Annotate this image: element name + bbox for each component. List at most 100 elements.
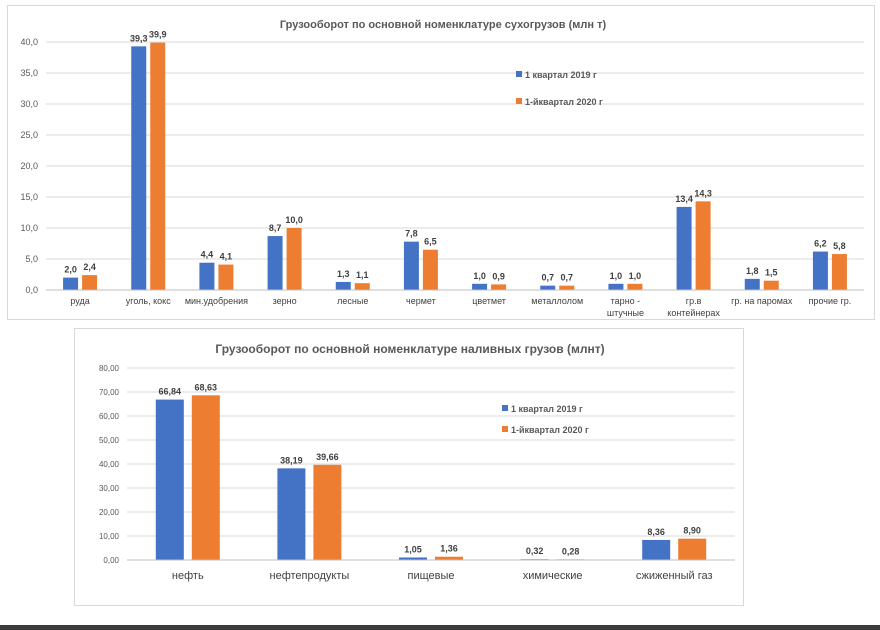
x-category-label: гр.в контейнерах	[667, 296, 720, 318]
data-label: 2,4	[83, 262, 96, 272]
bar	[403, 241, 419, 290]
data-label: 6,5	[424, 237, 437, 247]
data-label: 39,3	[130, 33, 148, 43]
y-tick-label: 50,00	[99, 436, 120, 445]
bar	[267, 236, 283, 290]
x-category-label: уголь, кокс	[126, 296, 171, 306]
bar	[354, 283, 370, 290]
bar	[491, 284, 507, 290]
bar	[642, 539, 671, 560]
x-category-label: химические	[523, 570, 583, 582]
bar	[695, 201, 711, 290]
data-label: 10,0	[285, 215, 303, 225]
data-label: 1,0	[629, 271, 642, 281]
data-label: 39,66	[316, 452, 339, 462]
bar	[399, 557, 427, 560]
data-label: 2,0	[64, 265, 77, 275]
data-label: 4,4	[201, 250, 214, 260]
bar	[812, 251, 828, 290]
y-tick-label: 70,00	[99, 388, 120, 397]
y-tick-label: 20,00	[99, 508, 120, 517]
bar	[191, 395, 220, 560]
y-tick-label: 80,00	[99, 364, 120, 373]
legend-label: 1 квартал 2019 г	[525, 70, 597, 80]
legend-label: 1-йквартал 2020 г	[511, 425, 589, 435]
x-category-label: тарно -штучные	[607, 296, 644, 318]
legend-swatch	[516, 71, 522, 77]
y-tick-label: 10,00	[99, 532, 120, 541]
x-category-label: металлолом	[531, 296, 583, 306]
bar	[763, 280, 779, 290]
y-tick-label: 30,0	[20, 99, 38, 109]
data-label: 0,7	[541, 273, 554, 283]
y-tick-label: 60,00	[99, 412, 120, 421]
x-category-label: нефть	[172, 570, 204, 582]
x-category-label: чермет	[406, 296, 436, 306]
legend-label: 1 квартал 2019 г	[511, 404, 583, 414]
data-label: 1,05	[404, 544, 422, 554]
y-tick-label: 20,0	[20, 161, 38, 171]
bar	[335, 281, 351, 290]
data-label: 6,2	[814, 239, 827, 249]
data-label: 1,8	[746, 266, 759, 276]
y-tick-label: 40,0	[20, 37, 38, 47]
y-tick-label: 0,00	[103, 556, 119, 565]
dry-cargo-chart: Грузооборот по основной номенклатуре сух…	[7, 5, 875, 320]
y-tick-label: 0,0	[25, 285, 38, 295]
bar	[218, 264, 234, 290]
bar	[831, 254, 847, 290]
bar	[155, 399, 184, 560]
x-category-label: сжиженный газ	[636, 570, 713, 582]
data-label: 0,28	[562, 546, 580, 556]
data-label: 8,90	[683, 526, 701, 536]
bar	[199, 262, 215, 290]
data-label: 5,8	[833, 241, 846, 251]
x-category-label: зерно	[273, 296, 297, 306]
bar	[540, 285, 556, 290]
liquid-cargo-chart-svg: Грузооборот по основной номенклатуре нал…	[99, 342, 735, 582]
y-tick-label: 35,0	[20, 68, 38, 78]
data-label: 39,9	[149, 30, 167, 40]
legend-label: 1-йквартал 2020 г	[525, 97, 603, 107]
y-tick-label: 10,0	[20, 223, 38, 233]
x-category-label: цветмет	[472, 296, 506, 306]
bar	[678, 538, 707, 560]
data-label: 1,0	[473, 271, 486, 281]
data-label: 38,19	[280, 455, 303, 465]
data-label: 1,36	[440, 544, 458, 554]
bar	[435, 556, 463, 560]
bar	[472, 283, 488, 290]
x-category-label: руда	[70, 296, 89, 306]
dry-cargo-chart-svg: Грузооборот по основной номенклатуре сух…	[20, 19, 864, 318]
y-tick-label: 25,0	[20, 130, 38, 140]
data-label: 1,0	[610, 271, 623, 281]
x-category-label: лесные	[337, 296, 368, 306]
bar	[559, 285, 575, 290]
y-tick-label: 15,0	[20, 192, 38, 202]
chart-title: Грузооборот по основной номенклатуре нал…	[215, 342, 604, 356]
bar	[286, 228, 302, 290]
bar	[608, 283, 624, 290]
data-label: 1,5	[765, 268, 778, 278]
y-tick-label: 40,00	[99, 460, 120, 469]
x-category-label: нефтепродукты	[270, 570, 350, 582]
legend-swatch	[502, 426, 508, 432]
data-label: 1,1	[356, 270, 369, 280]
data-label: 1,3	[337, 269, 350, 279]
bar	[627, 283, 643, 290]
x-category-label: прочие гр.	[809, 296, 852, 306]
bar	[676, 206, 692, 290]
data-label: 0,7	[560, 273, 573, 283]
data-label: 7,8	[405, 229, 418, 239]
data-label: 0,32	[526, 546, 544, 556]
x-category-label: пищевые	[407, 570, 454, 582]
y-tick-label: 5,0	[25, 254, 38, 264]
data-label: 68,63	[195, 382, 218, 392]
bar	[82, 275, 98, 290]
bar	[313, 464, 342, 560]
legend-swatch	[502, 405, 508, 411]
bar	[150, 42, 166, 291]
data-label: 4,1	[220, 252, 233, 262]
bar	[277, 468, 306, 560]
chart-title: Грузооборот по основной номенклатуре сух…	[280, 19, 607, 31]
